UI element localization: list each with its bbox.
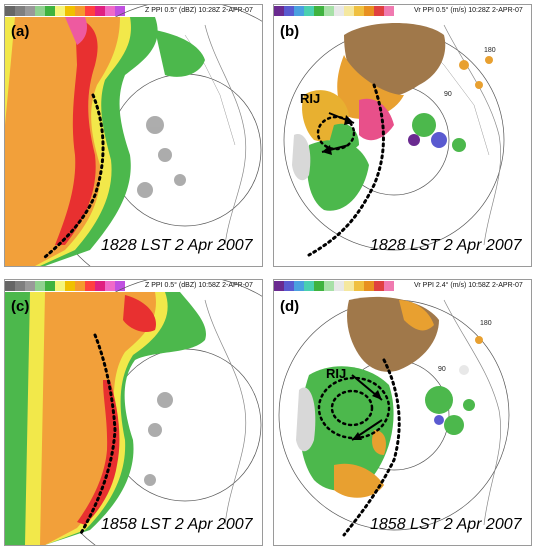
range-label-90: 90	[438, 366, 446, 373]
panel-label: (a)	[11, 23, 30, 40]
colorbar	[5, 280, 125, 292]
colorbar-segment	[75, 6, 85, 16]
colorbar-segment	[115, 281, 125, 291]
colorbar-segment	[35, 281, 45, 291]
colorbar-segment	[65, 6, 75, 16]
colorbar-segment	[354, 6, 364, 16]
colorbar-segment	[374, 281, 384, 291]
colorbar-segment	[354, 281, 364, 291]
colorbar-segment	[75, 281, 85, 291]
panel-label: (b)	[280, 23, 300, 40]
panel-timestamp: 1858 LST 2 Apr 2007	[370, 516, 522, 533]
colorbar-segment	[85, 281, 95, 291]
colorbar-segment	[115, 6, 125, 16]
radar-ppi-reflectivity	[5, 280, 262, 545]
colorbar-segment	[35, 6, 45, 16]
colorbar-segment	[294, 6, 304, 16]
colorbar-segment	[324, 281, 334, 291]
panel-label: (c)	[11, 298, 30, 315]
colorbar-segment	[294, 281, 304, 291]
colorbar-segment	[274, 6, 284, 16]
range-label-90: 90	[444, 91, 452, 98]
colorbar-segment	[55, 281, 65, 291]
colorbar-segment	[65, 281, 75, 291]
panel-timestamp: 1828 LST 2 Apr 2007	[370, 237, 522, 254]
panel-timestamp: 1858 LST 2 Apr 2007	[101, 516, 253, 533]
colorbar-segment	[384, 281, 394, 291]
colorbar-segment	[344, 281, 354, 291]
colorbar-segment	[5, 281, 15, 291]
colorbar-segment	[105, 281, 115, 291]
rij-label: RIJ	[326, 366, 347, 381]
colorbar-segment	[25, 281, 35, 291]
panel-b: Vr PPI 0.5° (m/s) 10:28Z 2-APR-07	[273, 4, 532, 267]
colorbar-segment	[45, 6, 55, 16]
colorbar-segment	[55, 6, 65, 16]
colorbar-segment	[95, 281, 105, 291]
panel-header: Z PPI 0.5° (dBZ) 10:58Z 2-APR-07	[145, 282, 253, 289]
colorbar-segment	[304, 281, 314, 291]
colorbar-segment	[284, 281, 294, 291]
colorbar-segment	[85, 6, 95, 16]
range-label-180: 180	[480, 320, 492, 327]
panel-c: Z PPI 0.5° (dBZ) 10:58Z 2-APR-07 (c) 185…	[4, 279, 263, 546]
colorbar-segment	[5, 6, 15, 16]
colorbar-segment	[384, 6, 394, 16]
panel-timestamp: 1828 LST 2 Apr 2007	[101, 237, 253, 254]
colorbar-segment	[274, 281, 284, 291]
colorbar-segment	[344, 6, 354, 16]
colorbar-segment	[105, 6, 115, 16]
panel-header: Z PPI 0.5° (dBZ) 10:28Z 2-APR-07	[145, 7, 253, 14]
colorbar-segment	[334, 281, 344, 291]
colorbar	[5, 5, 125, 17]
colorbar-segment	[304, 6, 314, 16]
colorbar	[274, 5, 394, 17]
colorbar-segment	[334, 6, 344, 16]
panel-a: Z PPI 0.5° (dBZ) 10:28Z 2-APR-07 (a) 182…	[4, 4, 263, 267]
rij-label: RIJ	[300, 91, 321, 106]
colorbar-segment	[284, 6, 294, 16]
colorbar	[274, 280, 394, 292]
colorbar-segment	[15, 281, 25, 291]
range-label-180: 180	[484, 47, 496, 54]
colorbar-segment	[314, 6, 324, 16]
colorbar-segment	[25, 6, 35, 16]
radar-ppi-reflectivity	[5, 5, 262, 266]
colorbar-segment	[374, 6, 384, 16]
radar-ppi-velocity	[278, 296, 510, 537]
colorbar-segment	[324, 6, 334, 16]
panel-header: Vr PPI 2.4° (m/s) 10:58Z 2-APR-07	[414, 282, 523, 289]
colorbar-segment	[314, 281, 324, 291]
panel-d: Vr PPI 2.4° (m/s) 10:58Z 2-APR-07	[273, 279, 532, 546]
radar-ppi-velocity	[283, 23, 505, 257]
panel-label: (d)	[280, 298, 300, 315]
colorbar-segment	[95, 6, 105, 16]
colorbar-segment	[364, 6, 374, 16]
colorbar-segment	[45, 281, 55, 291]
colorbar-segment	[15, 6, 25, 16]
panel-header: Vr PPI 0.5° (m/s) 10:28Z 2-APR-07	[414, 7, 523, 14]
colorbar-segment	[364, 281, 374, 291]
